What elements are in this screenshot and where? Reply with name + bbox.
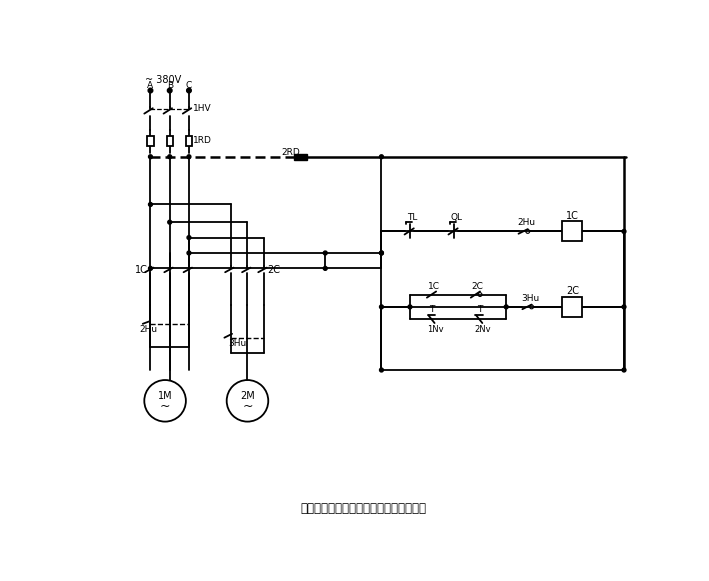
- Circle shape: [186, 88, 191, 93]
- Text: ~ 380V: ~ 380V: [145, 75, 182, 85]
- Text: ~: ~: [160, 400, 170, 413]
- Text: T: T: [477, 304, 482, 314]
- Text: 2Nv: 2Nv: [474, 325, 491, 335]
- Text: 2C: 2C: [566, 286, 579, 296]
- Circle shape: [187, 236, 191, 239]
- Text: 3Hu: 3Hu: [228, 339, 247, 349]
- Circle shape: [622, 229, 626, 234]
- Circle shape: [168, 155, 172, 159]
- Circle shape: [323, 251, 327, 255]
- Circle shape: [187, 155, 191, 159]
- Text: 1C: 1C: [566, 211, 579, 221]
- Circle shape: [379, 251, 384, 255]
- Text: 3Hu: 3Hu: [522, 294, 540, 303]
- Text: 1RD: 1RD: [193, 136, 212, 145]
- Text: QL: QL: [451, 213, 463, 222]
- Text: C: C: [186, 81, 192, 91]
- Bar: [186, 136, 192, 146]
- Text: 1M: 1M: [158, 391, 172, 401]
- Bar: [294, 153, 307, 160]
- Circle shape: [379, 251, 384, 255]
- Text: 钻床主轴电动机和液压电动机的联锁控制: 钻床主轴电动机和液压电动机的联锁控制: [300, 502, 426, 515]
- Text: 1C: 1C: [135, 265, 148, 275]
- Bar: [562, 297, 582, 317]
- Text: A: A: [147, 81, 154, 91]
- Circle shape: [148, 155, 152, 159]
- Text: 1C: 1C: [428, 282, 440, 291]
- Circle shape: [622, 368, 626, 372]
- Circle shape: [323, 267, 327, 270]
- Circle shape: [379, 305, 384, 309]
- Circle shape: [148, 88, 152, 93]
- Circle shape: [168, 220, 172, 224]
- Text: 2C: 2C: [471, 282, 484, 291]
- Circle shape: [379, 368, 384, 372]
- Text: B: B: [167, 81, 173, 91]
- Text: 2C: 2C: [267, 265, 281, 275]
- Text: 1Nv: 1Nv: [427, 325, 444, 335]
- Text: 2M: 2M: [240, 391, 255, 401]
- Circle shape: [148, 203, 152, 206]
- Text: ~: ~: [242, 400, 252, 413]
- Circle shape: [622, 305, 626, 309]
- Circle shape: [148, 267, 152, 270]
- Circle shape: [408, 305, 412, 309]
- Bar: [147, 136, 154, 146]
- Text: 2Hu: 2Hu: [139, 325, 157, 335]
- Text: TL: TL: [407, 213, 417, 222]
- Circle shape: [504, 305, 508, 309]
- Text: 1HV: 1HV: [193, 105, 211, 113]
- Text: T: T: [429, 304, 435, 314]
- Circle shape: [187, 251, 191, 255]
- Circle shape: [379, 155, 384, 159]
- Circle shape: [167, 88, 172, 93]
- Text: 2Hu: 2Hu: [518, 218, 536, 227]
- Text: 2RD: 2RD: [281, 148, 300, 157]
- Bar: [562, 221, 582, 242]
- Bar: [167, 136, 173, 146]
